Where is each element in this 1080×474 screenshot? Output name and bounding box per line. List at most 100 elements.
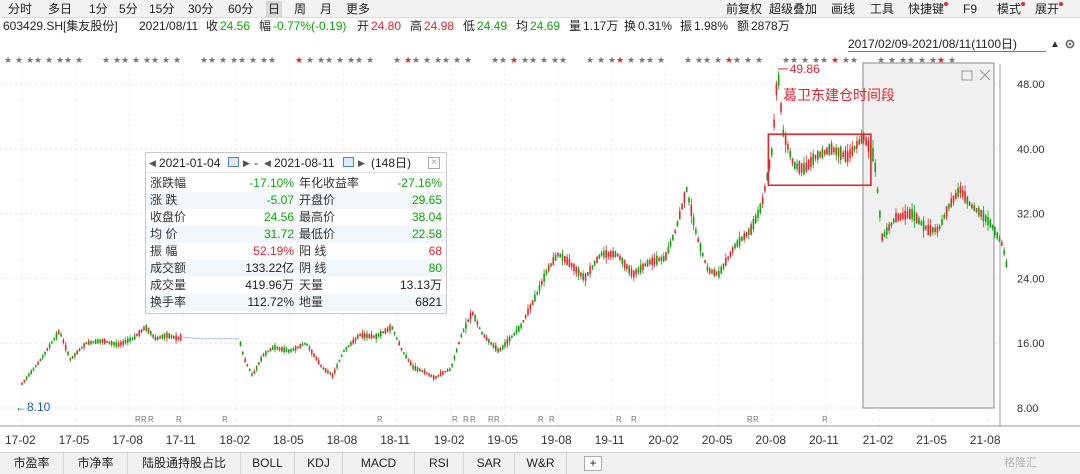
timeframe-tab[interactable]: 月 bbox=[320, 2, 333, 16]
next-start-icon[interactable]: ▶ bbox=[243, 158, 250, 168]
candle-body bbox=[248, 368, 251, 372]
prev-end-icon[interactable]: ◀ bbox=[264, 158, 271, 168]
candle-body bbox=[428, 373, 430, 376]
candle-body bbox=[656, 255, 658, 265]
candle-body bbox=[998, 237, 1001, 242]
toolbar-item[interactable]: F9 bbox=[963, 2, 978, 16]
calendar-icon[interactable] bbox=[228, 157, 239, 167]
kline-chart[interactable]: ★ ★ ★ ★ ★ ★ ★ ★ ★ ★★ ★ ★ ★ ★ ★ ★ ★ ★ ★★ ★ ★ ★ ★ ★ ★ ★ ★ ★★ ★ ★ ★ ★ ★ ★ ★ ★ ★… bbox=[0, 52, 1080, 452]
toolbar-item[interactable]: 画线 bbox=[831, 2, 856, 16]
start-date[interactable]: 2021-01-04 bbox=[159, 156, 221, 170]
candle-body bbox=[911, 208, 913, 219]
candle-body bbox=[306, 343, 308, 346]
timeframe-tab[interactable]: 1分 bbox=[89, 2, 108, 16]
candle-body bbox=[823, 150, 826, 155]
candle-body bbox=[982, 210, 985, 222]
toolbar-item[interactable]: 快捷键 bbox=[908, 1, 949, 17]
date-range-selector[interactable]: 2017/02/09-2021/08/11(1100日) bbox=[848, 37, 1018, 51]
event-marker: ★ bbox=[102, 56, 110, 66]
timeframe-tab[interactable]: 更多 bbox=[346, 2, 371, 16]
candle-body bbox=[430, 375, 433, 378]
candle-body bbox=[131, 337, 134, 340]
candle-body bbox=[170, 335, 173, 338]
end-date[interactable]: 2021-08-11 bbox=[274, 156, 335, 170]
candle-body bbox=[370, 334, 373, 339]
candle-body bbox=[446, 369, 449, 372]
event-marker: R bbox=[452, 415, 458, 424]
next-end-icon[interactable]: ▶ bbox=[358, 158, 365, 168]
candle-body bbox=[442, 371, 444, 375]
candle-body bbox=[1001, 242, 1003, 246]
add-indicator-button[interactable]: + bbox=[584, 456, 602, 471]
toolbar-item[interactable]: 工具 bbox=[870, 2, 895, 16]
event-marker: R bbox=[549, 415, 555, 424]
amount-value: 2878万 bbox=[751, 19, 790, 33]
indicator-tab[interactable]: KDJ bbox=[295, 453, 343, 474]
timeframe-tab[interactable]: 日 bbox=[266, 1, 283, 17]
toolbar-item[interactable]: 模式 bbox=[997, 1, 1026, 17]
event-marker: ★ bbox=[34, 56, 42, 66]
stats-row: 收盘价 24.56 最高价 38.04 bbox=[146, 209, 446, 226]
timeframe-tab[interactable]: 多日 bbox=[48, 2, 73, 16]
timeframe-tab[interactable]: 30分 bbox=[188, 2, 214, 16]
stat-label: 均 价 bbox=[150, 227, 178, 241]
gear-icon[interactable] bbox=[1064, 38, 1076, 50]
indicator-tab[interactable]: W&R bbox=[515, 453, 567, 474]
candle-body bbox=[122, 340, 124, 345]
candle-body bbox=[419, 368, 421, 372]
timeframe-tab[interactable]: 5分 bbox=[119, 2, 138, 16]
timeframe-tab[interactable]: 60分 bbox=[228, 2, 254, 16]
indicator-tab[interactable]: 市净率 bbox=[64, 453, 128, 474]
candle-body bbox=[403, 352, 405, 355]
candle-body bbox=[154, 336, 157, 341]
timeframe-tab[interactable]: 周 bbox=[294, 2, 307, 16]
close-icon[interactable]: × bbox=[428, 157, 440, 169]
candle-body bbox=[90, 340, 92, 345]
candle-body bbox=[955, 192, 957, 199]
event-marker: ★ bbox=[646, 56, 654, 66]
candle-body bbox=[334, 369, 336, 373]
range-dropdown-icon[interactable]: ▲ bbox=[1050, 39, 1060, 50]
candle-body bbox=[787, 144, 789, 150]
candle-body bbox=[478, 327, 481, 330]
candle-body bbox=[605, 250, 607, 258]
candle-body bbox=[575, 266, 578, 274]
candle-body bbox=[37, 362, 39, 365]
candle-body bbox=[421, 370, 423, 372]
candle-body bbox=[904, 210, 906, 220]
candle-body bbox=[600, 252, 603, 256]
candle-body bbox=[150, 331, 152, 336]
candle-body bbox=[782, 129, 785, 137]
toolbar-item[interactable]: 展开 bbox=[1035, 1, 1064, 17]
toolbar-item[interactable]: 超级叠加 bbox=[769, 2, 818, 16]
indicator-tab[interactable]: 市盈率 bbox=[0, 453, 64, 474]
candle-body bbox=[952, 195, 955, 203]
timeframe-tab[interactable]: 15分 bbox=[149, 2, 175, 16]
event-marker: ★ bbox=[551, 56, 559, 66]
indicator-tab[interactable]: SAR bbox=[464, 453, 515, 474]
candle-body bbox=[734, 243, 736, 249]
candle-body bbox=[175, 335, 177, 341]
toolbar-item[interactable]: 前复权 bbox=[726, 2, 763, 16]
indicator-tab[interactable]: RSI bbox=[415, 453, 464, 474]
candle-body bbox=[225, 338, 228, 340]
candle-body bbox=[736, 240, 739, 247]
stat-label: 开盘价 bbox=[299, 193, 336, 207]
candle-body bbox=[393, 332, 396, 335]
calendar-icon[interactable] bbox=[343, 157, 354, 167]
stat-value: 13.13万 bbox=[399, 278, 442, 292]
indicator-tab[interactable]: MACD bbox=[343, 453, 415, 474]
candle-body bbox=[695, 229, 697, 234]
timeframe-tab[interactable]: 分时 bbox=[8, 2, 33, 16]
event-marker: ★ bbox=[733, 56, 741, 66]
event-marker: ★ bbox=[238, 56, 246, 66]
candle-body bbox=[97, 339, 99, 344]
date-tick-label: 17-02 bbox=[5, 433, 36, 447]
prev-start-icon[interactable]: ◀ bbox=[149, 158, 156, 168]
candle-body bbox=[299, 343, 302, 349]
indicator-tab[interactable]: BOLL bbox=[241, 453, 295, 474]
indicator-tab[interactable]: 陆股通持股占比 bbox=[128, 453, 241, 474]
candle-body bbox=[568, 258, 571, 267]
notification-dot bbox=[944, 2, 949, 6]
event-marker: ★ bbox=[907, 56, 915, 66]
